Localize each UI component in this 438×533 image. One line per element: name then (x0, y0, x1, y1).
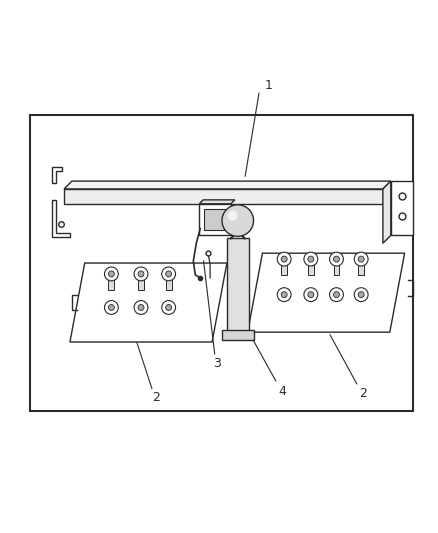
Bar (30, 115, 413, 411)
Circle shape (109, 271, 114, 277)
Polygon shape (247, 253, 405, 332)
Text: 3: 3 (213, 357, 221, 370)
Polygon shape (199, 200, 235, 204)
Circle shape (308, 292, 314, 297)
Polygon shape (383, 181, 391, 243)
Circle shape (333, 256, 339, 262)
Text: 2: 2 (359, 387, 367, 400)
Circle shape (162, 267, 176, 281)
Polygon shape (64, 181, 391, 189)
Circle shape (354, 252, 368, 266)
Text: 2: 2 (152, 391, 160, 404)
Circle shape (333, 292, 339, 297)
Circle shape (105, 301, 118, 314)
Bar (204, 209, 226, 230)
Text: 4: 4 (278, 385, 286, 398)
Circle shape (134, 267, 148, 281)
Circle shape (358, 256, 364, 262)
Circle shape (134, 301, 148, 314)
Circle shape (109, 304, 114, 310)
Circle shape (358, 292, 364, 297)
Bar (308, 261, 314, 275)
Circle shape (162, 301, 176, 314)
Circle shape (277, 252, 291, 266)
Bar (358, 261, 364, 275)
Bar (281, 261, 287, 275)
Circle shape (329, 288, 343, 302)
Circle shape (138, 304, 144, 310)
Circle shape (166, 271, 172, 277)
Bar (227, 238, 249, 332)
Circle shape (308, 256, 314, 262)
Bar (109, 276, 114, 290)
Bar (166, 276, 172, 290)
Bar (333, 261, 339, 275)
Circle shape (166, 304, 172, 310)
Circle shape (222, 205, 254, 237)
Circle shape (354, 288, 368, 302)
Circle shape (228, 211, 238, 221)
Circle shape (304, 252, 318, 266)
Circle shape (138, 271, 144, 277)
Circle shape (281, 256, 287, 262)
Circle shape (304, 288, 318, 302)
Polygon shape (64, 189, 383, 204)
Polygon shape (52, 200, 70, 237)
Polygon shape (52, 167, 62, 183)
Text: 1: 1 (265, 79, 272, 92)
Circle shape (329, 252, 343, 266)
Polygon shape (391, 181, 413, 236)
Bar (138, 276, 144, 290)
Bar (199, 204, 231, 236)
Circle shape (281, 292, 287, 297)
Bar (222, 330, 254, 340)
Circle shape (277, 288, 291, 302)
Polygon shape (70, 263, 227, 342)
Circle shape (105, 267, 118, 281)
